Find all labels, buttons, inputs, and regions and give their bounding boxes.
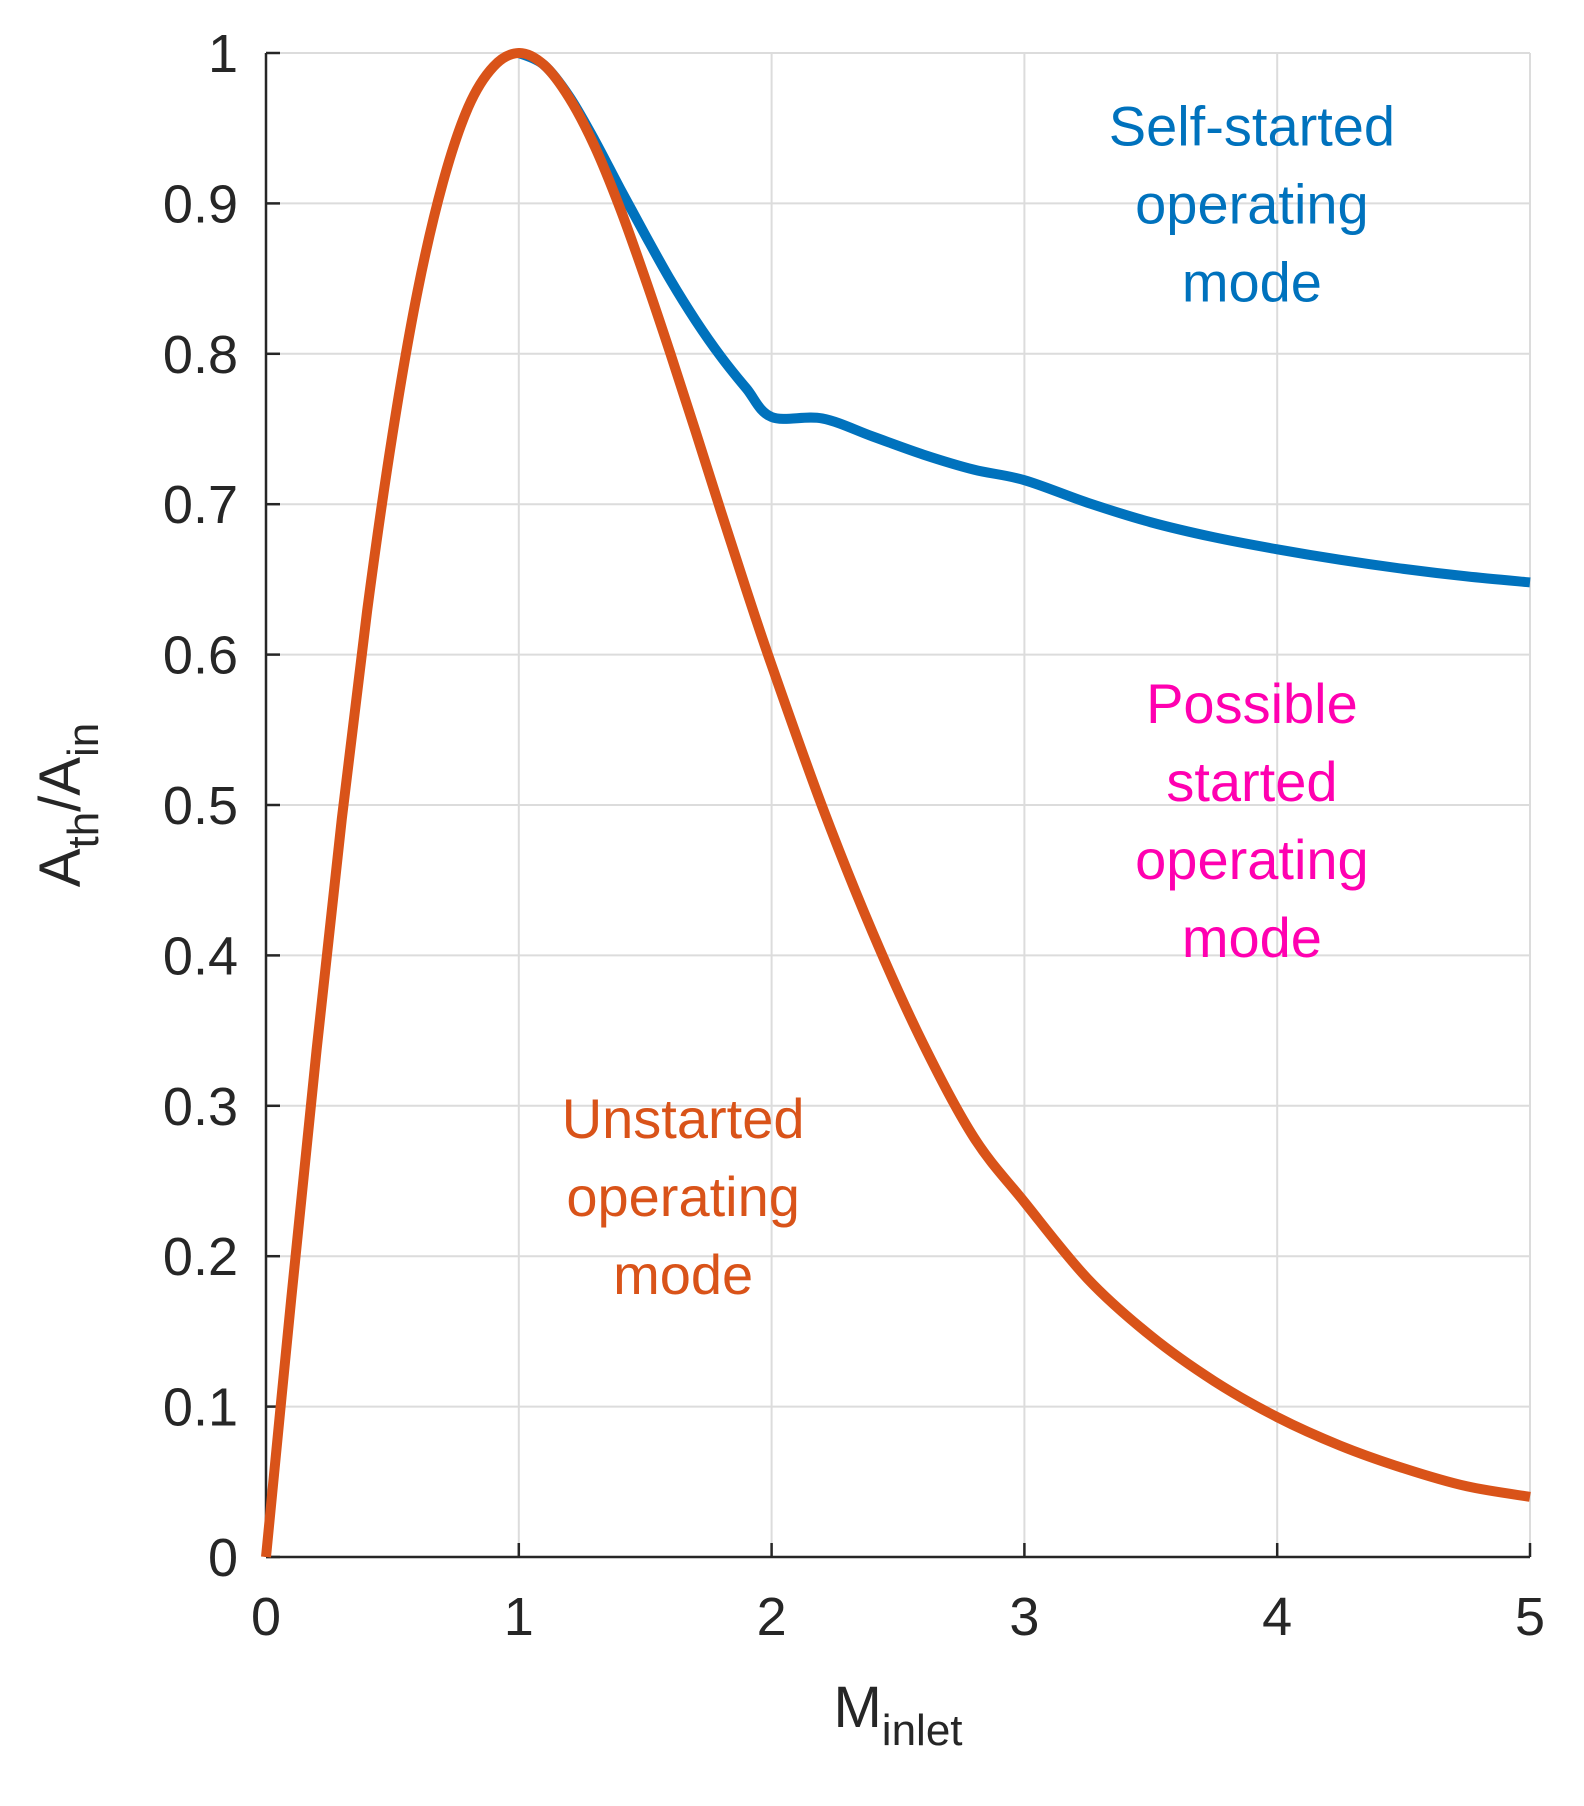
x-tick-label: 0 [251, 1587, 281, 1647]
y-tick-label: 0.5 [163, 776, 238, 836]
annotation-self: Self-started operating mode [1109, 94, 1395, 313]
y-axis-label-part1: A [28, 848, 93, 887]
y-tick-label: 0.3 [163, 1077, 238, 1137]
y-tick-label: 0.7 [163, 475, 238, 535]
annotation-line: Unstarted [562, 1087, 805, 1150]
annotation-line: operating [566, 1165, 800, 1228]
y-tick-label: 1 [208, 24, 238, 84]
x-tick-label: 4 [1262, 1587, 1292, 1647]
y-tick-label: 0 [208, 1528, 238, 1588]
y-tick-label: 0.9 [163, 174, 238, 234]
annotation-line: mode [1182, 906, 1322, 969]
series-line-isentropic [261, 48, 1531, 1558]
annotation-line: Possible [1146, 672, 1358, 735]
x-tick-label: 1 [504, 1587, 534, 1647]
y-axis-label-part2: /A [28, 757, 93, 812]
series-line-self-start [516, 48, 1531, 588]
y-tick-label: 0.2 [163, 1227, 238, 1287]
annotation-line: Self-started [1109, 94, 1395, 157]
annotations: Self-started operating mode Possible started… [562, 94, 1395, 1306]
annotation-line: started [1166, 750, 1337, 813]
y-axis-label-sub1: th [59, 812, 108, 849]
x-axis-label-main: M [833, 1675, 881, 1740]
x-tick-label: 5 [1515, 1587, 1545, 1647]
series-layer [261, 48, 1531, 1558]
annotation-possible: Possible started operating mode [1135, 672, 1369, 969]
y-axis-label-sub2: in [59, 723, 108, 757]
y-tick-label: 0.4 [163, 926, 238, 986]
y-tick-label: 0.6 [163, 626, 238, 686]
y-tick-label: 0.8 [163, 325, 238, 385]
x-tick-label: 3 [1009, 1587, 1039, 1647]
x-tick-label: 2 [757, 1587, 787, 1647]
y-axis-label: Ath/Ain [28, 723, 108, 887]
grid [265, 52, 1531, 1558]
annotation-line: operating [1135, 172, 1369, 235]
annotation-line: operating [1135, 828, 1369, 891]
annotation-line: mode [613, 1243, 753, 1306]
tick-labels: 0 1 2 3 4 5 0 0.1 0.2 0.3 0.4 0.5 0.6 0.7 0.8 0.9 1 [163, 24, 1545, 1647]
y-tick-label: 0.1 [163, 1378, 238, 1438]
x-axis-label: Minlet [833, 1675, 962, 1755]
annotation-line: mode [1182, 250, 1322, 313]
annotation-unstarted: Unstarted operating mode [562, 1087, 805, 1306]
x-axis-label-sub: inlet [882, 1706, 963, 1755]
